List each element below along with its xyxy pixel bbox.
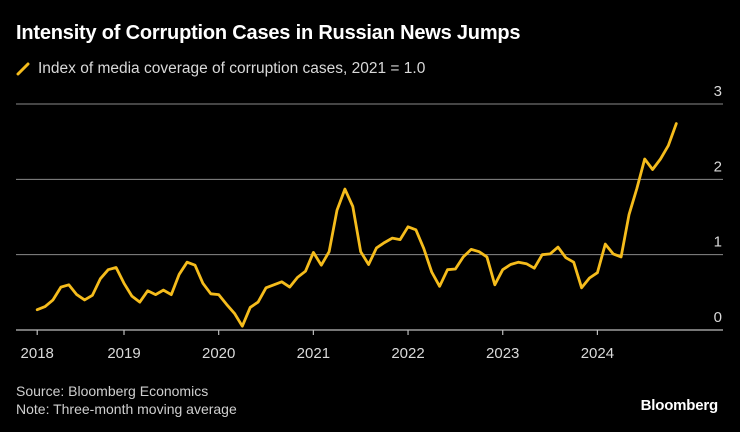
chart-title: Intensity of Corruption Cases in Russian… xyxy=(16,22,521,44)
bloomberg-logo: Bloomberg xyxy=(640,397,719,414)
y-tick-label: 3 xyxy=(714,83,722,100)
y-axis-labels: 0 1 2 3 xyxy=(714,83,722,326)
source-note: Source: Bloomberg Economics xyxy=(16,383,209,399)
x-tick-label: 2020 xyxy=(202,345,235,362)
x-tick-label: 2019 xyxy=(107,345,140,362)
x-axis: 2018 2019 2020 2021 2022 2023 2024 xyxy=(16,329,723,362)
x-tick-label: 2023 xyxy=(486,345,519,362)
method-note: Note: Three-month moving average xyxy=(16,401,237,417)
x-tick-label: 2021 xyxy=(297,345,330,362)
series-line xyxy=(35,122,678,328)
x-tick-label: 2024 xyxy=(581,345,614,362)
legend-label: Index of media coverage of corruption ca… xyxy=(38,60,426,77)
legend: Index of media coverage of corruption ca… xyxy=(16,60,425,78)
y-tick-label: 1 xyxy=(714,234,722,251)
y-tick-label: 0 xyxy=(714,309,722,326)
x-tick-label: 2018 xyxy=(21,345,54,362)
legend-line-icon xyxy=(16,62,30,76)
series-layer xyxy=(35,122,678,328)
y-tick-label: 2 xyxy=(714,158,722,175)
footer: Source: Bloomberg Economics Note: Three-… xyxy=(16,382,237,418)
gridlines xyxy=(16,103,723,256)
x-tick-label: 2022 xyxy=(391,345,424,362)
